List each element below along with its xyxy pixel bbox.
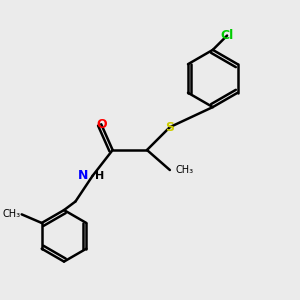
Text: S: S — [165, 121, 174, 134]
Text: Cl: Cl — [220, 29, 234, 42]
Text: CH₃: CH₃ — [176, 165, 194, 175]
Text: H: H — [95, 171, 104, 181]
Text: O: O — [96, 118, 106, 131]
Text: N: N — [78, 169, 88, 182]
Text: CH₃: CH₃ — [2, 209, 20, 219]
